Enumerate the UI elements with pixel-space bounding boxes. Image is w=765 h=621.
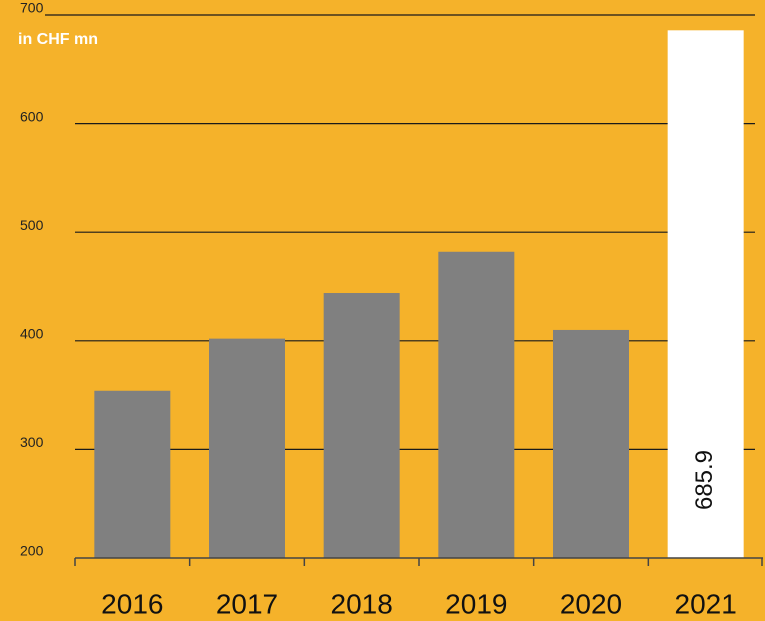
x-tick-label: 2017 <box>216 588 278 619</box>
bar <box>553 329 629 558</box>
y-axis-label: in CHF mn <box>18 31 98 48</box>
y-tick-label: 700 <box>20 0 44 16</box>
y-tick-label: 400 <box>20 326 44 342</box>
data-label: 685.9 <box>691 450 718 510</box>
y-tick-label: 600 <box>20 108 44 124</box>
bar <box>667 30 744 558</box>
x-tick-label: 2021 <box>675 588 737 619</box>
bar <box>94 390 171 558</box>
bar <box>209 338 285 558</box>
y-tick-label: 200 <box>20 543 44 559</box>
bar <box>323 293 400 558</box>
x-tick-label: 2020 <box>560 588 622 619</box>
y-tick-label: 300 <box>20 434 44 450</box>
x-tick-label: 2019 <box>445 588 507 619</box>
x-tick-label: 2016 <box>101 588 163 619</box>
x-tick-label: 2018 <box>331 588 393 619</box>
y-tick-label: 500 <box>20 217 44 233</box>
bar <box>438 251 515 559</box>
